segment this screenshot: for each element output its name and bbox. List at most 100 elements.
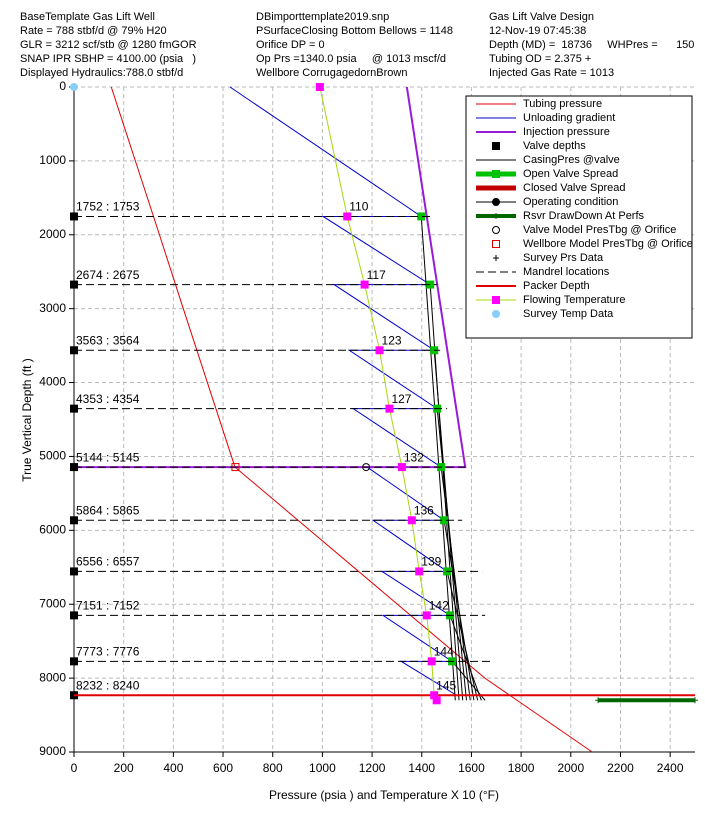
marker — [343, 212, 352, 221]
x-tick-label: 2000 — [557, 761, 584, 775]
legend-label: Open Valve Spread — [523, 168, 618, 180]
x-tick-label: 800 — [263, 761, 283, 775]
x-tick-label: 1800 — [508, 761, 535, 775]
y-tick-label: 6000 — [39, 523, 66, 537]
x-tick-label: 1000 — [309, 761, 336, 775]
value-label: 117 — [367, 268, 386, 282]
legend-marker — [492, 170, 500, 178]
legend-marker — [492, 226, 500, 234]
legend-marker — [492, 240, 500, 248]
marker — [427, 657, 436, 666]
header-text: DBimporttemplate2019.snp — [256, 11, 389, 23]
mandrel-label: 5144 : 5145 — [76, 450, 140, 464]
x-tick-label: 0 — [71, 761, 78, 775]
marker — [360, 280, 369, 289]
marker — [315, 83, 324, 91]
value-label: 110 — [349, 200, 368, 214]
mandrel-label: 6556 : 6557 — [76, 555, 140, 569]
y-tick-label: 8000 — [39, 670, 66, 684]
header-text: BaseTemplate Gas Lift Well — [20, 11, 155, 23]
legend-label: Tubing pressure — [523, 98, 602, 110]
y-tick-label: 2000 — [39, 227, 66, 241]
legend-label: Closed Valve Spread — [523, 182, 626, 194]
x-tick-label: 2400 — [657, 761, 684, 775]
legend-label: Flowing Temperature — [523, 294, 626, 306]
value-label: 132 — [404, 450, 424, 464]
legend-label: Mandrel locations — [523, 266, 610, 278]
legend-marker — [492, 198, 500, 206]
mandrel-label: 7773 : 7776 — [76, 645, 140, 659]
x-axis-label: Pressure (psia ) and Temperature X 10 (°… — [269, 788, 499, 802]
series-line — [110, 86, 593, 753]
header-text: 12-Nov-19 07:45:38 — [489, 25, 586, 37]
marker — [70, 83, 78, 91]
legend-label: Unloading gradient — [523, 112, 615, 124]
x-tick-label: 400 — [163, 761, 183, 775]
header-text: Injected Gas Rate = 1013 — [489, 67, 614, 79]
series-line — [319, 86, 438, 701]
marker — [432, 696, 441, 705]
y-tick-label: 0 — [59, 79, 66, 93]
marker — [692, 697, 698, 704]
series-line — [420, 216, 456, 701]
legend-marker — [492, 142, 500, 150]
marker — [595, 697, 602, 704]
y-tick-label: 9000 — [39, 744, 66, 758]
x-tick-label: 2200 — [607, 761, 634, 775]
series-line — [449, 615, 482, 701]
legend-label: CasingPres @valve — [523, 154, 620, 166]
series-line — [446, 571, 479, 701]
header-text: Op Prs =1340.0 psia @ 1013 mscf/d — [256, 53, 446, 65]
mandrel-label: 7151 : 7152 — [76, 599, 140, 613]
y-tick-label: 4000 — [39, 375, 66, 389]
legend-label: Valve Model PresTbg @ Orifice — [523, 224, 676, 236]
header-text: GLR = 3212 scf/stb @ 1280 fmGOR — [20, 39, 197, 51]
legend-marker — [492, 310, 500, 318]
x-tick-label: 1600 — [458, 761, 485, 775]
marker — [385, 404, 394, 413]
x-tick-label: 1400 — [408, 761, 435, 775]
mandrel-label: 4353 : 4354 — [76, 392, 140, 406]
legend-label: Packer Depth — [523, 280, 590, 292]
value-label: 145 — [436, 678, 456, 692]
header-text: Wellbore CorrugagedornBrown — [256, 67, 407, 79]
mandrel-label: 5864 : 5865 — [76, 503, 140, 517]
legend-marker — [492, 296, 500, 304]
legend-marker — [493, 213, 499, 219]
legend-label: Survey Prs Data — [523, 252, 604, 264]
header-text: Orifice DP = 0 — [256, 39, 325, 51]
legend-marker — [493, 255, 499, 261]
legend: Tubing pressure Unloading gradient Injecti… — [465, 95, 693, 339]
header-text: Tubing OD = 2.375 + — [489, 53, 591, 65]
legend-label: Operating condition — [523, 196, 618, 208]
value-label: 136 — [414, 503, 434, 517]
marker — [397, 463, 406, 472]
value-label: 127 — [391, 392, 411, 406]
y-tick-label: 5000 — [39, 449, 66, 463]
header-text: Gas Lift Valve Design — [489, 11, 594, 23]
y-axis-label: True Vertical Depth (ft ) — [20, 358, 34, 482]
header-text: SNAP IPR SBHP = 4100.00 (psia ) — [20, 53, 196, 65]
y-tick-label: 3000 — [39, 301, 66, 315]
value-label: 123 — [382, 333, 402, 347]
y-tick-label: 7000 — [39, 596, 66, 610]
series-line — [451, 661, 486, 701]
header-text: Depth (MD) = 18736 WHPres = 150 — [489, 39, 694, 51]
x-tick-label: 200 — [114, 761, 134, 775]
legend-label: Survey Temp Data — [523, 308, 614, 320]
legend-label: Wellbore Model PresTbg @ Orifice — [523, 238, 693, 250]
legend-label: Rsvr DrawDown At Perfs — [523, 210, 645, 222]
mandrel-label: 1752 : 1753 — [76, 200, 140, 214]
legend-label: Injection pressure — [523, 126, 610, 138]
value-label: 139 — [421, 555, 441, 569]
header-text: Rate = 788 stbf/d @ 79% H20 — [20, 25, 167, 37]
y-tick-label: 1000 — [39, 153, 66, 167]
mandrel-label: 8232 : 8240 — [76, 678, 140, 692]
marker — [415, 567, 424, 576]
mandrel-label: 2674 : 2675 — [76, 268, 140, 282]
header-text: Displayed Hydraulics:788.0 stbf/d — [20, 67, 183, 79]
mandrel-label: 3563 : 3564 — [76, 333, 140, 347]
series-line — [443, 520, 475, 701]
x-tick-label: 1200 — [359, 761, 386, 775]
